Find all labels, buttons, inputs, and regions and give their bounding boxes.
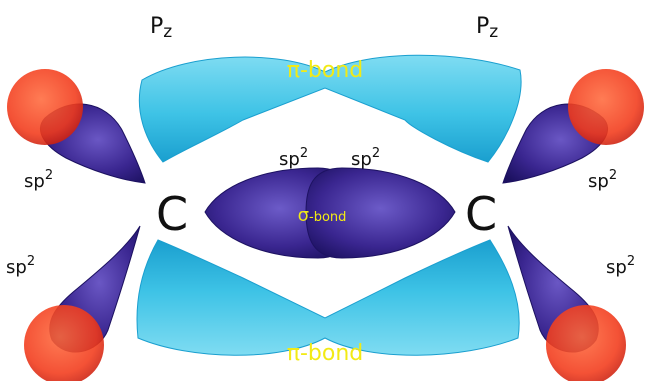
- sp-base: sp: [351, 149, 372, 170]
- sp2-label-bottom-left: sp2: [6, 254, 35, 278]
- sp-exponent: 2: [609, 168, 617, 183]
- sp-exponent: 2: [27, 254, 35, 269]
- sp-exponent: 2: [627, 254, 635, 269]
- sp-base: sp: [279, 149, 300, 170]
- hydrogen-top-right: [568, 69, 644, 145]
- carbon-right: C: [465, 187, 497, 241]
- pz-label-right: Pz: [476, 14, 498, 42]
- pz-right-base: P: [476, 14, 489, 39]
- pz-left-subscript: z: [163, 22, 172, 42]
- hydrogen-bottom-right: [546, 305, 626, 381]
- pi-bond-label-top: π-bond: [287, 58, 364, 83]
- pi-bond-bottom-lobe: [136, 239, 520, 356]
- sigma-bond-text: -bond: [309, 210, 346, 225]
- pz-label-left: Pz: [150, 14, 172, 42]
- sigma-symbol: σ: [298, 205, 309, 226]
- pz-right-subscript: z: [489, 22, 498, 42]
- sp-exponent: 2: [300, 146, 308, 161]
- carbon-left: C: [156, 187, 188, 241]
- sp2-label-top-left: sp2: [24, 168, 53, 192]
- sp-base: sp: [606, 257, 627, 278]
- pi-bond-label-bottom: π-bond: [287, 341, 364, 366]
- sp-exponent: 2: [372, 146, 380, 161]
- sp-exponent: 2: [45, 168, 53, 183]
- sp2-label-sigma-right: sp2: [351, 146, 380, 170]
- pz-left-base: P: [150, 14, 163, 39]
- sp-base: sp: [588, 171, 609, 192]
- hydrogen-top-left: [7, 69, 83, 145]
- sp2-label-top-right: sp2: [588, 168, 617, 192]
- sp-base: sp: [24, 171, 45, 192]
- pi-bond-top-lobe: [138, 54, 522, 163]
- sigma-bond-right-lobe: [305, 167, 456, 259]
- sigma-bond-label: σ-bond: [298, 205, 347, 226]
- sp-base: sp: [6, 257, 27, 278]
- sp2-label-bottom-right: sp2: [606, 254, 635, 278]
- hydrogen-bottom-left: [24, 305, 104, 381]
- sp2-label-sigma-left: sp2: [279, 146, 308, 170]
